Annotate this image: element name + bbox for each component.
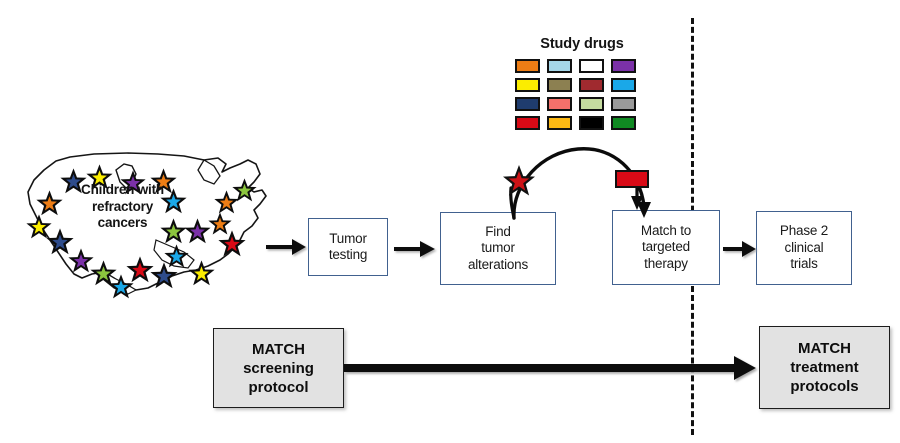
- study-drug-swatch[interactable]: [515, 78, 540, 92]
- map-star-icon: [160, 188, 187, 220]
- match-screening-protocol-box[interactable]: MATCH screening protocol: [213, 328, 344, 408]
- map-star-icon: [160, 218, 187, 250]
- study-drugs-title: Study drugs: [540, 36, 624, 52]
- map-star-icon: [208, 212, 232, 241]
- map-star-icon: [46, 228, 74, 261]
- map-star-icon: [120, 170, 146, 201]
- us-map-graphic: Children with refractory cancers: [8, 148, 276, 299]
- map-star-icon: [60, 168, 87, 200]
- match-treatment-protocols-label: MATCH treatment protocols: [790, 340, 859, 395]
- arrow-tumor-testing-to-find-alterations: [394, 241, 435, 257]
- study-drug-swatch[interactable]: [579, 59, 604, 73]
- map-label: Children with refractory cancers: [81, 182, 164, 230]
- arrow-match-therapy-to-phase2: [723, 241, 756, 257]
- study-drug-swatch[interactable]: [547, 116, 572, 130]
- study-drug-swatch[interactable]: [515, 97, 540, 111]
- flow-box-match-to-targeted-therapy[interactable]: Match to targeted therapy: [612, 210, 720, 285]
- map-star-icon: [150, 168, 177, 200]
- map-star-icon: [86, 164, 113, 196]
- flow-box-phase-2-clinical-trials[interactable]: Phase 2 clinical trials: [756, 211, 852, 285]
- study-drug-swatch[interactable]: [611, 78, 636, 92]
- study-drug-swatch[interactable]: [515, 116, 540, 130]
- map-star-icon: [232, 178, 257, 208]
- map-star-icon: [214, 190, 239, 220]
- map-star-icon: [26, 214, 52, 245]
- map-star-icon: [126, 256, 154, 289]
- arrow-drug-into-match-therapy: [631, 186, 643, 210]
- map-star-icon: [68, 248, 94, 279]
- study-drug-swatch[interactable]: [611, 116, 636, 130]
- flow-box-tumor-testing-label: Tumor testing: [328, 230, 368, 263]
- map-star-icon: [90, 260, 117, 292]
- study-drugs-grid: [515, 59, 636, 130]
- study-drug-swatch[interactable]: [547, 59, 572, 73]
- study-drug-swatch[interactable]: [579, 78, 604, 92]
- map-star-icon: [150, 262, 178, 295]
- study-drug-swatch[interactable]: [579, 97, 604, 111]
- map-star-icon: [36, 190, 63, 222]
- flow-box-find-tumor-alterations-label: Find tumor alterations: [467, 223, 529, 272]
- study-drug-swatch[interactable]: [611, 97, 636, 111]
- flow-box-phase-2-clinical-trials-label: Phase 2 clinical trials: [779, 223, 829, 272]
- match-screening-protocol-label: MATCH screening protocol: [243, 340, 314, 396]
- map-star-icon: [108, 274, 134, 305]
- tumor-alteration-star-icon: [503, 165, 535, 196]
- match-treatment-protocols-box[interactable]: MATCH treatment protocols: [759, 326, 890, 409]
- map-star-icon: [164, 244, 189, 274]
- study-drug-swatch[interactable]: [515, 59, 540, 73]
- map-star-icon: [184, 218, 211, 250]
- arrow-map-to-tumor-testing: [266, 239, 306, 255]
- map-star-icon: [218, 230, 246, 263]
- map-star-icon: [188, 260, 215, 292]
- study-drug-swatch[interactable]: [547, 97, 572, 111]
- study-drug-swatch[interactable]: [547, 78, 572, 92]
- study-drug-swatch[interactable]: [611, 59, 636, 73]
- flow-box-find-tumor-alterations[interactable]: Find tumor alterations: [440, 212, 556, 285]
- flow-box-tumor-testing[interactable]: Tumor testing: [308, 218, 388, 276]
- study-drug-swatch[interactable]: [579, 116, 604, 130]
- arrow-screening-to-treatment: [344, 356, 756, 380]
- matched-drug-swatch: [615, 170, 649, 188]
- flow-box-match-to-targeted-therapy-label: Match to targeted therapy: [640, 222, 692, 271]
